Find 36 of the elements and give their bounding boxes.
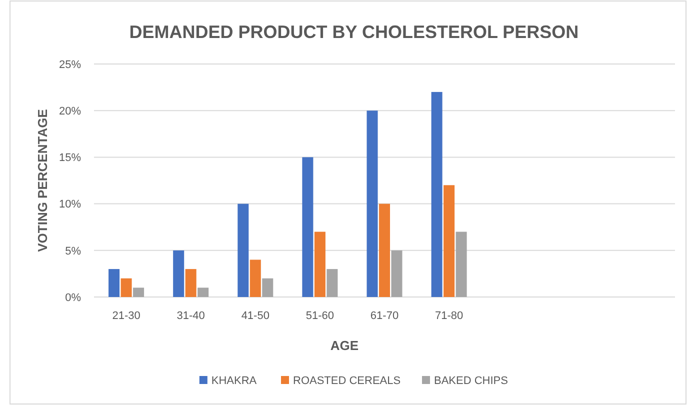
bar <box>173 250 184 297</box>
bar <box>378 204 390 297</box>
bar <box>456 232 467 297</box>
y-tick-label: 25% <box>58 58 82 71</box>
x-tick-label: 61-70 <box>370 310 399 322</box>
bar <box>366 110 378 297</box>
y-tick-label: 5% <box>65 245 82 258</box>
bar <box>238 204 249 297</box>
bar <box>314 232 326 297</box>
x-tick-label: 41-50 <box>241 310 270 322</box>
bar <box>250 260 261 297</box>
bar <box>302 157 314 297</box>
legend-label: KHAKRA <box>211 375 258 388</box>
y-tick-label: 20% <box>58 105 82 118</box>
bar <box>198 288 209 297</box>
bar <box>133 288 144 297</box>
legend-label: ROASTED CEREALS <box>293 375 401 388</box>
bar <box>108 269 120 297</box>
y-axis-title: VOTING PERCENTAGE <box>35 108 50 252</box>
chart-title: DEMANDED PRODUCT BY CHOLESTEROL PERSON <box>129 22 579 42</box>
x-tick-label: 21-30 <box>112 310 140 322</box>
bar <box>326 269 338 297</box>
x-axis-title: AGE <box>330 338 359 353</box>
bar <box>444 185 455 297</box>
bar <box>431 92 442 297</box>
y-tick-label: 0% <box>65 292 82 304</box>
bar <box>262 278 274 297</box>
y-tick-label: 15% <box>58 152 82 164</box>
bar <box>120 278 132 297</box>
x-tick-label: 31-40 <box>176 310 205 322</box>
legend-label: BAKED CHIPS <box>434 375 508 388</box>
x-tick-label: 51-60 <box>306 310 334 322</box>
x-tick-label: 71-80 <box>434 310 464 322</box>
y-tick-label: 10% <box>58 198 82 211</box>
bar <box>391 250 402 297</box>
bar <box>185 269 196 297</box>
